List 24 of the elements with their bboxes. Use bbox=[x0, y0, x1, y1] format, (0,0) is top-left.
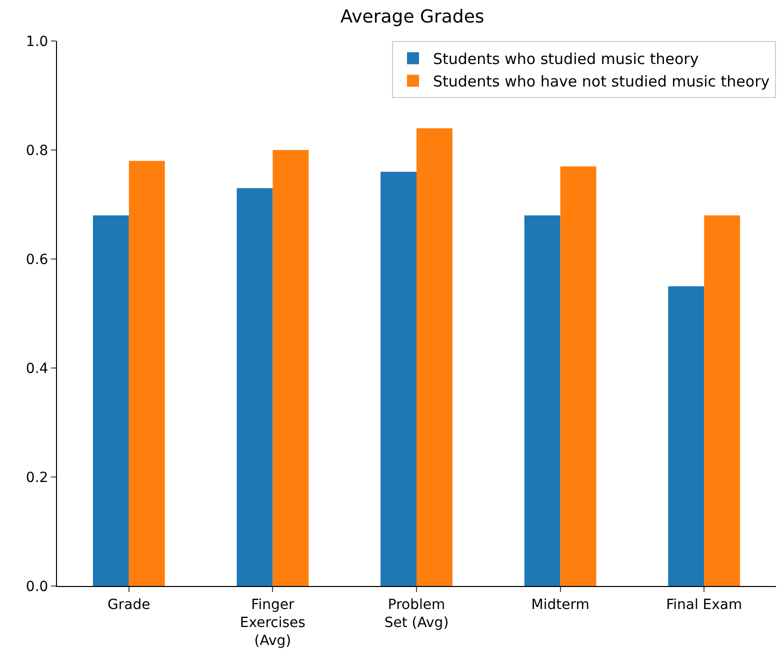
y-tick-label: 1.0 bbox=[26, 34, 48, 50]
chart-title: Average Grades bbox=[340, 6, 484, 28]
bar bbox=[704, 215, 740, 586]
y-tick-label: 0.6 bbox=[26, 252, 48, 268]
legend-label: Students who studied music theory bbox=[433, 50, 699, 68]
x-tick-label: Grade bbox=[108, 596, 150, 613]
y-tick-label: 0.8 bbox=[26, 142, 48, 159]
y-tick-label: 0.0 bbox=[26, 578, 48, 595]
bar bbox=[380, 172, 416, 586]
bar bbox=[668, 286, 704, 586]
x-tick-label: Final Exam bbox=[666, 596, 742, 613]
bar bbox=[524, 215, 560, 586]
bar bbox=[272, 150, 309, 586]
bar bbox=[236, 188, 273, 586]
bar bbox=[560, 166, 596, 586]
legend-label: Students who have not studied music theory bbox=[433, 72, 770, 91]
bar bbox=[92, 215, 129, 586]
x-tick-label: Problem Set (Avg) bbox=[384, 596, 449, 631]
bar bbox=[416, 128, 452, 586]
bar bbox=[128, 160, 165, 586]
x-tick-label: Finger Exercises (Avg) bbox=[240, 596, 306, 650]
y-tick-label: 0.2 bbox=[26, 470, 48, 486]
x-tick-label: Midterm bbox=[531, 596, 590, 613]
y-tick-label: 0.4 bbox=[26, 360, 48, 377]
